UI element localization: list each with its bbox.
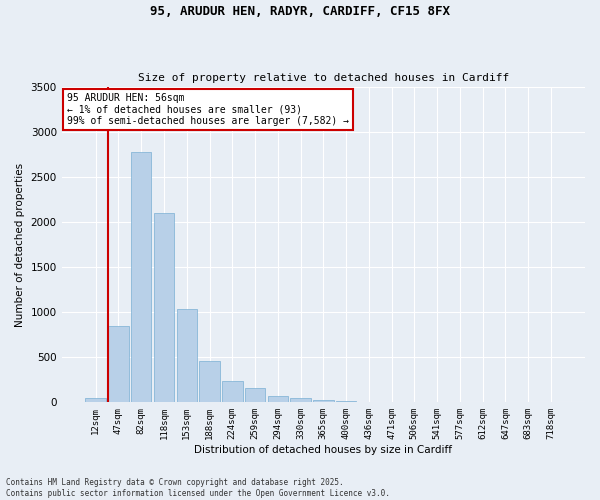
Bar bbox=[245, 388, 265, 402]
X-axis label: Distribution of detached houses by size in Cardiff: Distribution of detached houses by size … bbox=[194, 445, 452, 455]
Bar bbox=[85, 398, 106, 402]
Bar bbox=[131, 152, 151, 402]
Bar bbox=[108, 326, 129, 402]
Text: 95, ARUDUR HEN, RADYR, CARDIFF, CF15 8FX: 95, ARUDUR HEN, RADYR, CARDIFF, CF15 8FX bbox=[150, 5, 450, 18]
Y-axis label: Number of detached properties: Number of detached properties bbox=[15, 162, 25, 326]
Text: 95 ARUDUR HEN: 56sqm
← 1% of detached houses are smaller (93)
99% of semi-detach: 95 ARUDUR HEN: 56sqm ← 1% of detached ho… bbox=[67, 93, 349, 126]
Bar bbox=[290, 398, 311, 402]
Bar bbox=[154, 213, 174, 402]
Bar bbox=[268, 396, 288, 402]
Bar bbox=[176, 308, 197, 402]
Text: Contains HM Land Registry data © Crown copyright and database right 2025.
Contai: Contains HM Land Registry data © Crown c… bbox=[6, 478, 390, 498]
Bar bbox=[199, 361, 220, 403]
Bar bbox=[313, 400, 334, 402]
Title: Size of property relative to detached houses in Cardiff: Size of property relative to detached ho… bbox=[138, 73, 509, 83]
Bar bbox=[336, 400, 356, 402]
Bar bbox=[222, 381, 242, 402]
